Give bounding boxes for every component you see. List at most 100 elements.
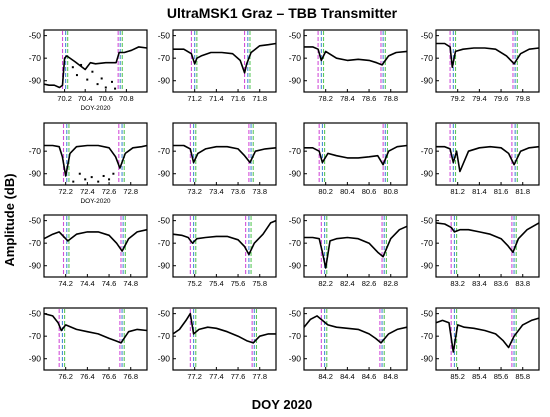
amplitude-trace: [304, 46, 408, 66]
scatter-point: [84, 178, 87, 181]
x-tick-label: 80.6: [362, 187, 377, 196]
panel-9: -50 -70 -90 74.2 74.4 74.6 74.8: [29, 214, 148, 288]
y-tick-label: -90: [421, 76, 434, 86]
x-tick-label: 75.4: [209, 279, 224, 288]
panel-frame: [435, 122, 540, 186]
y-tick-label: -70: [158, 238, 171, 248]
y-tick-label: -70: [158, 53, 171, 63]
panel-frame: [303, 214, 408, 278]
y-tick-label: -90: [158, 76, 171, 86]
scatter-point: [110, 80, 113, 83]
scatter-point: [104, 86, 107, 89]
y-tick-label: -50: [158, 31, 171, 41]
panel-11: -50 -70 -90 82.2 82.4 82.6 82.8: [289, 214, 408, 288]
y-tick-label: -90: [29, 76, 42, 86]
panel-frame: [435, 214, 540, 278]
scatter-point: [112, 172, 115, 175]
figure-title: UltraMSK1 Graz – TBB Transmitter: [167, 5, 398, 21]
panel-x-label: DOY-2020: [80, 105, 110, 112]
panel-frame: [303, 29, 408, 93]
y-tick-label: -70: [29, 146, 42, 156]
y-tick-label: -90: [289, 261, 302, 271]
y-tick-label: -90: [158, 169, 171, 179]
panel-13: -50 -70 -90 76.2 76.4 76.6 76.8: [29, 307, 148, 381]
x-tick-label: 73.6: [231, 187, 246, 196]
x-tick-label: 81.4: [472, 187, 487, 196]
y-tick-label: -70: [29, 238, 42, 248]
y-axis-label: Amplitude (dB): [2, 173, 17, 266]
scatter-point: [72, 180, 75, 183]
panel-14: -50 -70 -90 77.2 77.4 77.6 77.8: [158, 307, 277, 381]
y-tick-label: -50: [29, 31, 42, 41]
panel-frame: [303, 122, 408, 186]
x-tick-label: 85.8: [515, 372, 530, 381]
panel-2: -50 -70 -90 71.2 71.4 71.6 71.8: [158, 29, 277, 103]
x-tick-label: 79.2: [450, 94, 465, 103]
y-tick-label: -70: [421, 331, 434, 341]
panel-frame: [303, 307, 408, 371]
panel-frame: [172, 214, 277, 278]
y-tick-label: -70: [289, 146, 302, 156]
scatter-point: [114, 87, 117, 90]
x-tick-label: 72.8: [123, 187, 138, 196]
amplitude-trace: [44, 144, 148, 177]
y-tick-label: -90: [421, 354, 434, 364]
x-tick-label: 71.6: [231, 94, 246, 103]
panel-8: -70 -90 81.2 81.4 81.6 81.8: [421, 122, 540, 196]
x-tick-label: 85.6: [494, 372, 509, 381]
x-tick-label: 77.6: [231, 372, 246, 381]
amplitude-trace: [43, 312, 148, 344]
panel-4: -50 -70 -90 79.2 79.4 79.6 79.8: [421, 29, 540, 103]
x-tick-label: 72.6: [102, 187, 117, 196]
amplitude-trace: [173, 144, 277, 164]
x-tick-label: 74.6: [102, 279, 117, 288]
amplitude-trace: [43, 228, 148, 252]
y-tick-label: -50: [29, 216, 42, 226]
amplitude-trace: [43, 46, 148, 89]
x-tick-label: 72.4: [80, 187, 95, 196]
x-tick-label: 83.4: [472, 279, 487, 288]
y-tick-label: -50: [29, 309, 42, 319]
x-tick-label: 76.8: [123, 372, 138, 381]
x-tick-label: 71.4: [209, 94, 224, 103]
x-tick-label: 82.8: [383, 279, 398, 288]
y-tick-label: -50: [158, 216, 171, 226]
x-tick-label: 82.2: [318, 279, 333, 288]
panel-7: -70 -90 80.2 80.4 80.6 80.8: [289, 122, 408, 196]
panel-16: -50 -70 -90 85.2 85.4 85.6 85.8: [421, 307, 540, 381]
y-tick-label: -70: [421, 146, 434, 156]
scatter-point: [90, 176, 93, 179]
x-tick-label: 72.2: [58, 187, 73, 196]
x-tick-label: 83.2: [450, 279, 465, 288]
panel-frame: [435, 307, 540, 371]
y-tick-label: -90: [158, 354, 171, 364]
scatter-point: [91, 70, 94, 73]
x-tick-label: 75.8: [252, 279, 267, 288]
x-tick-label: 84.4: [340, 372, 355, 381]
x-tick-label: 83.8: [515, 279, 530, 288]
x-tick-label: 82.6: [362, 279, 377, 288]
amplitude-trace: [303, 315, 408, 344]
y-tick-label: -90: [289, 354, 302, 364]
amplitude-trace: [435, 317, 540, 353]
scatter-point: [80, 63, 83, 66]
y-tick-label: -50: [421, 309, 434, 319]
y-tick-label: -90: [29, 354, 42, 364]
x-tick-label: 84.6: [362, 372, 377, 381]
x-tick-label: 85.4: [472, 372, 487, 381]
panel-frame: [43, 214, 148, 278]
panel-1: -50 -70 -90 70.2 70.4 70.6 70.8 DOY-2020: [29, 29, 148, 112]
x-tick-label: 81.2: [450, 187, 465, 196]
panel-3: -50 -70 -90 78.2 78.4 78.6 78.8: [289, 29, 408, 103]
panel-frame: [43, 122, 148, 186]
x-tick-label: 81.8: [515, 187, 530, 196]
x-tick-label: 70.2: [57, 94, 72, 103]
panel-frame: [43, 29, 148, 93]
x-tick-label: 78.2: [318, 94, 333, 103]
scatter-point: [75, 74, 78, 77]
panel-frame: [43, 307, 148, 371]
x-tick-label: 74.2: [58, 279, 73, 288]
y-tick-label: -50: [289, 31, 302, 41]
y-tick-label: -70: [158, 146, 171, 156]
